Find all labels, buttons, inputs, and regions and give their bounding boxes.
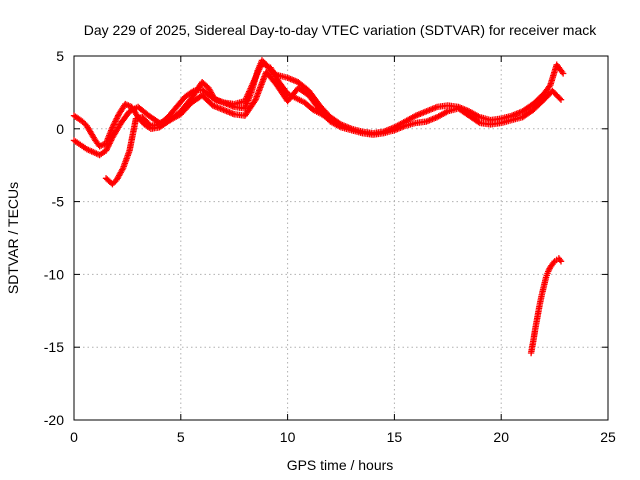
data-point [327,116,334,124]
data-point [556,95,563,102]
data-point [102,147,110,154]
data-point [113,115,120,122]
series-sdtvar-outlier-arc [527,255,565,357]
y-tick-label: -5 [52,194,65,210]
data-point [556,256,564,264]
data-point [111,119,118,127]
data-point [106,140,113,147]
data-point [544,268,552,275]
data-point [105,141,113,149]
data-point [558,68,566,76]
data-point [112,116,120,124]
x-tick-label: 25 [600,429,616,445]
data-point [325,115,333,123]
x-tick-label: 15 [387,429,403,445]
data-point [146,121,153,128]
data-point [107,137,115,144]
data-point [119,166,126,173]
x-tick-label: 0 [70,429,78,445]
axes [73,55,609,421]
y-tick-label: -10 [44,266,64,282]
series-sdtvar-band-b [70,68,565,159]
data-point [557,96,565,103]
data-point [475,118,482,126]
data-point [109,180,116,188]
data-point [559,70,567,77]
plot-frame [73,55,609,421]
y-tick-label: -15 [44,339,64,355]
data-point [104,144,111,151]
y-axis-label: SDTVAR / TECUs [5,182,21,294]
y-tick-label: -20 [44,412,64,428]
data-point [550,259,557,266]
x-axis-label: GPS time / hours [287,457,394,473]
data-series [70,57,567,357]
data-point [114,113,121,121]
data-point [80,119,88,127]
data-point [109,124,116,131]
x-tick-label: 5 [177,429,185,445]
data-point [545,266,553,274]
y-tick-label: 5 [56,48,64,64]
data-point [557,258,565,265]
data-point [109,122,117,130]
tick-labels: 0 5 10 15 20 25 5 0 -5 -10 -15 -20 [44,48,616,445]
x-tick-label: 20 [493,429,509,445]
data-point [79,118,86,125]
series-sdtvar-band-a [70,57,567,150]
data-point [107,138,114,146]
series-sdtvar-band-c [102,60,334,188]
chart-title: Day 229 of 2025, Sidereal Day-to-day VTE… [84,22,597,38]
data-point [112,118,119,125]
data-point [104,143,112,150]
data-point [188,88,196,96]
y-tick-label: 0 [56,121,64,137]
data-point [110,179,118,186]
x-tick-label: 10 [280,429,296,445]
data-point [110,121,118,128]
data-point [103,145,110,153]
data-point [251,97,258,105]
